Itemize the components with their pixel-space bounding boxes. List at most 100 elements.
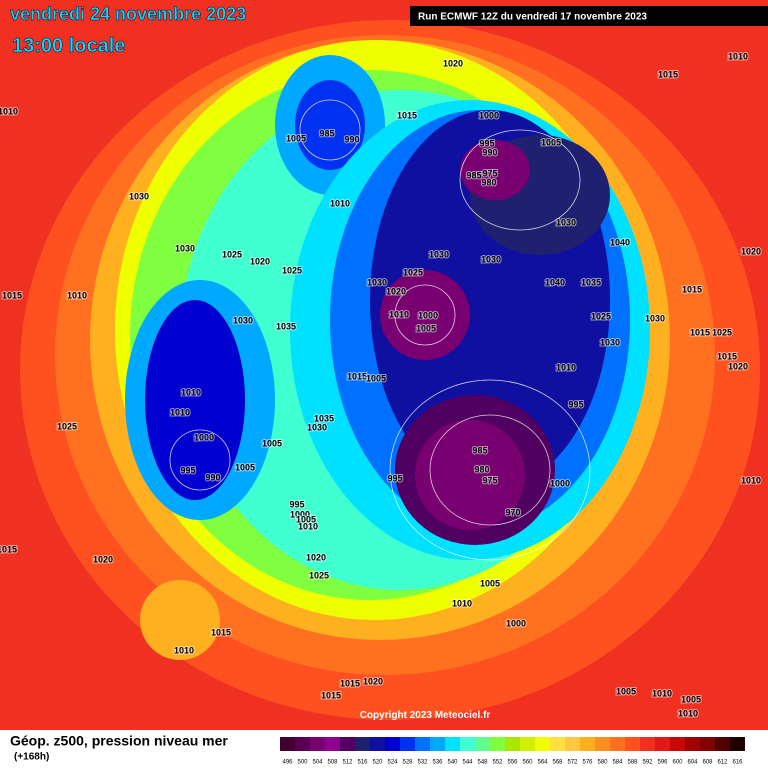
pressure-label: 1030 (556, 217, 576, 227)
scale-cell (595, 737, 610, 751)
isobar (394, 284, 456, 346)
pressure-label: 1015 (340, 678, 360, 688)
pressure-label: 1015 (321, 690, 341, 700)
pressure-label: 1015 (211, 627, 231, 637)
pressure-label: 980 (474, 464, 489, 474)
scale-cell (505, 737, 520, 751)
scale-label: 560 (522, 760, 533, 766)
scale-label: 612 (717, 760, 728, 766)
pressure-label: 1010 (330, 198, 350, 208)
pressure-label: 1010 (678, 708, 698, 718)
pressure-label: 1030 (367, 277, 387, 287)
scale-cell (280, 737, 295, 751)
valid-time: 13:00 locale (12, 35, 125, 57)
pressure-label: 1005 (616, 686, 636, 696)
pressure-label: 1015 (347, 371, 367, 381)
scale-cell (325, 737, 340, 751)
pressure-label: 995 (180, 465, 195, 475)
isobar (389, 379, 591, 561)
scale-cell (340, 737, 355, 751)
scale-cell (520, 737, 535, 751)
scale-label: 544 (462, 760, 473, 766)
zone-ridge (140, 580, 220, 660)
pressure-label: 1025 (403, 267, 423, 277)
pressure-label: 1010 (389, 309, 409, 319)
pressure-label: 1030 (429, 249, 449, 259)
color-scale: 496 500 504 508 512 516 520 524 528 532 536 540 544 5… (280, 737, 745, 766)
scale-cell (385, 737, 400, 751)
pressure-label: 1020 (443, 58, 463, 68)
scale-cell (490, 737, 505, 751)
scale-cell (670, 737, 685, 751)
pressure-label: 1035 (276, 321, 296, 331)
scale-label: 580 (597, 760, 608, 766)
pressure-label: 1020 (93, 554, 113, 564)
scale-cell (295, 737, 310, 751)
scale-label: 504 (312, 760, 323, 766)
scale-cell (550, 737, 565, 751)
scale-cell (400, 737, 415, 751)
pressure-label: 1015 (0, 544, 17, 554)
pressure-label: 1005 (286, 133, 306, 143)
pressure-label: 1020 (250, 256, 270, 266)
pressure-label: 995 (289, 499, 304, 509)
pressure-label: 1030 (233, 315, 253, 325)
pressure-label: 1005 (416, 323, 436, 333)
pressure-label: 1025 (591, 311, 611, 321)
scale-cell (715, 737, 730, 751)
pressure-label: 1025 (712, 327, 732, 337)
scale-cell (685, 737, 700, 751)
scale-label: 592 (642, 760, 653, 766)
scale-label: 552 (492, 760, 503, 766)
scale-cell (730, 737, 745, 751)
pressure-label: 995 (387, 473, 402, 483)
zone-core-c (380, 270, 470, 360)
pressure-label: 1005 (262, 438, 282, 448)
pressure-label: 1025 (57, 421, 77, 431)
scale-cell (535, 737, 550, 751)
pressure-label: 990 (482, 147, 497, 157)
scale-cell (610, 737, 625, 751)
pressure-label: 1000 (418, 310, 438, 320)
pressure-label: 985 (472, 445, 487, 455)
pressure-label: 1020 (728, 361, 748, 371)
scale-label: 500 (297, 760, 308, 766)
pressure-label: 1005 (296, 514, 316, 524)
isobar (429, 414, 551, 526)
scale-cell (355, 737, 370, 751)
zone-core-s2 (415, 420, 525, 530)
pressure-label: 1030 (307, 422, 327, 432)
scale-label: 512 (342, 760, 353, 766)
pressure-label: 1000 (506, 618, 526, 628)
pressure-label: 1010 (556, 362, 576, 372)
pressure-label: 1020 (363, 676, 383, 686)
scale-label: 540 (447, 760, 458, 766)
pressure-label: 1010 (170, 407, 190, 417)
pressure-label: 1005 (235, 462, 255, 472)
scale-label: 556 (507, 760, 518, 766)
pressure-label: 1030 (645, 313, 665, 323)
scale-label: 576 (582, 760, 593, 766)
zone-low-a2 (295, 80, 365, 170)
scale-label: 600 (672, 760, 683, 766)
pressure-label: 1010 (652, 688, 672, 698)
scale-label: 588 (627, 760, 638, 766)
pressure-label: 990 (205, 472, 220, 482)
scale-label: 568 (552, 760, 563, 766)
valid-date: vendredi 24 novembre 2023 (10, 4, 246, 24)
scale-cell (415, 737, 430, 751)
pressure-label: 970 (505, 507, 520, 517)
scale-cell (370, 737, 385, 751)
scale-cell (310, 737, 325, 751)
scale-cell (580, 737, 595, 751)
pressure-label: 1010 (728, 51, 748, 61)
pressure-label: 1030 (175, 243, 195, 253)
scale-label: 532 (417, 760, 428, 766)
pressure-label: 1000 (550, 478, 570, 488)
pressure-label: 1025 (222, 249, 242, 259)
scale-cell (700, 737, 715, 751)
scale-label: 596 (657, 760, 668, 766)
pressure-label: 1020 (741, 246, 761, 256)
scale-cell (625, 737, 640, 751)
scale-label: 528 (402, 760, 413, 766)
